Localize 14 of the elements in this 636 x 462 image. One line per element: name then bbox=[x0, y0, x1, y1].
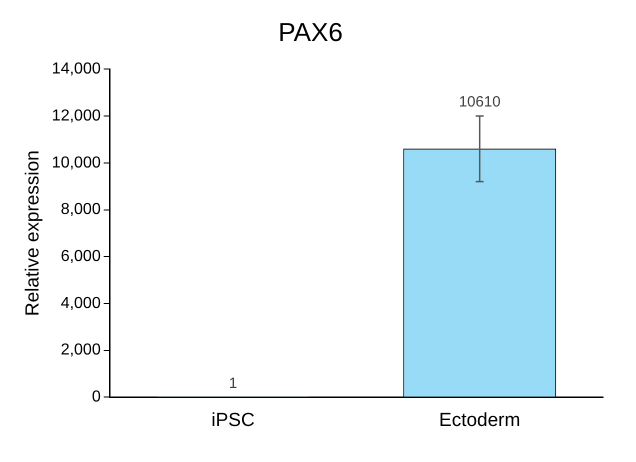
y-tick-label: 4,000 bbox=[60, 294, 101, 312]
data-label: 10610 bbox=[458, 94, 501, 111]
y-tick-label: 2,000 bbox=[60, 342, 101, 359]
y-tick-label: 14,000 bbox=[52, 60, 101, 78]
x-tick-label: iPSC bbox=[211, 410, 255, 431]
data-label: 1 bbox=[228, 374, 238, 392]
y-tick-label: 6,000 bbox=[60, 248, 101, 266]
y-tick-label: 8,000 bbox=[60, 201, 101, 218]
y-tick-label: 10,000 bbox=[52, 154, 101, 172]
y-tick-label: 0 bbox=[92, 388, 101, 406]
x-tick-label: Ectoderm bbox=[439, 410, 520, 431]
y-axis-title: Relative expression bbox=[22, 150, 44, 316]
chart-title: PAX6 bbox=[278, 16, 343, 47]
y-tick-label: 12,000 bbox=[52, 107, 101, 124]
